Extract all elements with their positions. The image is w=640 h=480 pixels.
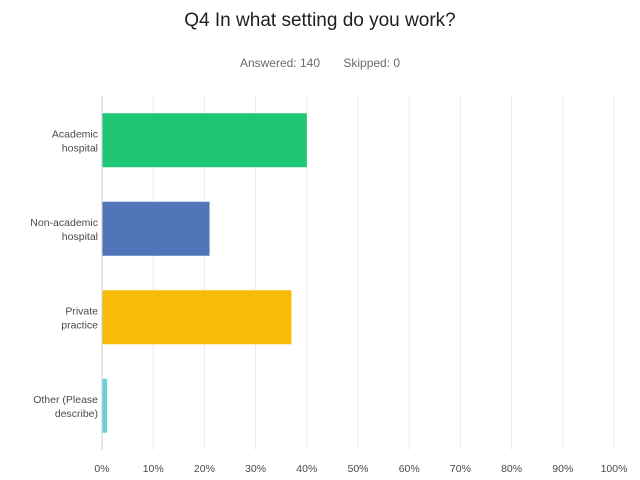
x-tick-label: 70% [450, 463, 471, 475]
category-label: hospital [62, 231, 98, 243]
x-tick-label: 40% [296, 463, 317, 475]
category-label: Other (Please [33, 394, 98, 406]
bar [102, 290, 292, 345]
x-tick-label: 0% [94, 463, 109, 475]
category-label: describe) [55, 408, 98, 420]
bar [102, 113, 307, 168]
chart-title: Q4 In what setting do you work? [184, 10, 456, 31]
x-tick-label: 100% [601, 463, 628, 475]
x-tick-label: 80% [501, 463, 522, 475]
x-tick-label: 50% [347, 463, 368, 475]
x-tick-label: 60% [399, 463, 420, 475]
x-tick-label: 90% [552, 463, 573, 475]
answered-count: Answered: 140 [239, 56, 320, 70]
bar [102, 201, 210, 256]
bar [102, 378, 108, 433]
category-label: Non-academic [30, 217, 98, 229]
skipped-count: Skipped: 0 [343, 56, 401, 70]
category-label: Academic [52, 128, 98, 140]
category-label: practice [61, 319, 98, 331]
x-tick-label: 10% [143, 463, 164, 475]
category-label: hospital [62, 142, 98, 154]
response-summary: Answered: 140 Skipped: 0 [0, 56, 640, 70]
x-tick-label: 20% [194, 463, 215, 475]
x-tick-label: 30% [245, 463, 266, 475]
category-label: Private [65, 305, 98, 317]
